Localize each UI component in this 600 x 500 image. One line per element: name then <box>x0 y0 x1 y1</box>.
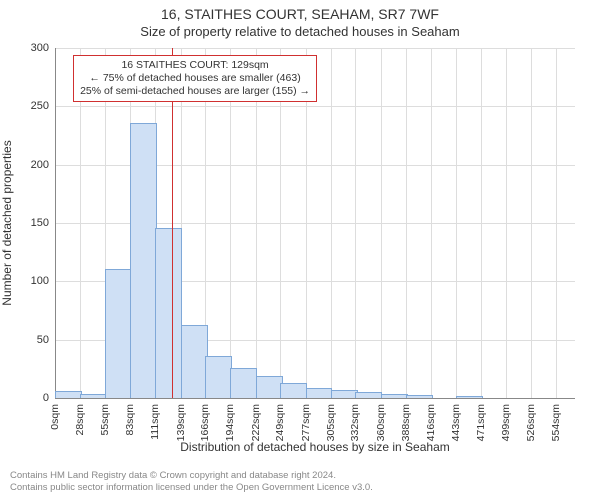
x-tick-label: 471sqm <box>475 404 487 441</box>
grid-line-v <box>381 48 382 398</box>
histogram-bar <box>306 388 333 398</box>
histogram-bar <box>355 392 382 398</box>
grid-line-v <box>556 48 557 398</box>
histogram-bar <box>256 376 283 398</box>
grid-line-h <box>55 106 575 107</box>
y-tick-label: 50 <box>37 334 49 346</box>
histogram-bar <box>205 356 232 398</box>
x-tick-label: 443sqm <box>450 404 462 441</box>
chart-area: Number of detached properties Distributi… <box>55 48 575 398</box>
y-tick-label: 300 <box>31 42 49 54</box>
histogram-bar <box>105 269 132 398</box>
x-tick-label: 111sqm <box>149 404 161 440</box>
annotation-line: 25% of semi-detached houses are larger (… <box>80 85 310 98</box>
histogram-bar <box>406 395 433 398</box>
grid-line-h <box>55 48 575 49</box>
x-tick-label: 194sqm <box>224 404 236 441</box>
x-tick-label: 83sqm <box>124 404 136 436</box>
y-axis-line <box>55 48 56 398</box>
y-tick-label: 0 <box>43 392 49 404</box>
histogram-bar <box>80 394 107 399</box>
histogram-bar <box>130 123 157 398</box>
y-tick-label: 250 <box>31 100 49 112</box>
x-tick-label: 222sqm <box>250 404 262 441</box>
histogram-plot: 0501001502002503000sqm28sqm55sqm83sqm111… <box>55 48 575 398</box>
annotation-line: 16 STAITHES COURT: 129sqm <box>80 59 310 72</box>
x-tick-label: 388sqm <box>400 404 412 441</box>
footer-line-2: Contains public sector information licen… <box>10 482 373 494</box>
x-tick-label: 305sqm <box>325 404 337 441</box>
x-tick-label: 0sqm <box>49 404 61 430</box>
y-tick-label: 200 <box>31 159 49 171</box>
grid-line-v <box>431 48 432 398</box>
grid-line-v <box>456 48 457 398</box>
annotation-box: 16 STAITHES COURT: 129sqm← 75% of detach… <box>73 55 317 102</box>
y-axis-label: Number of detached properties <box>0 140 14 305</box>
x-tick-label: 499sqm <box>500 404 512 441</box>
footer-line-1: Contains HM Land Registry data © Crown c… <box>10 470 373 482</box>
x-tick-label: 28sqm <box>74 404 86 436</box>
x-tick-label: 249sqm <box>274 404 286 441</box>
histogram-bar <box>456 396 483 398</box>
x-tick-label: 554sqm <box>550 404 562 441</box>
histogram-bar <box>381 394 408 399</box>
x-tick-label: 166sqm <box>199 404 211 441</box>
grid-line-v <box>481 48 482 398</box>
x-tick-label: 277sqm <box>300 404 312 441</box>
x-axis-line <box>55 398 575 399</box>
title-main: 16, STAITHES COURT, SEAHAM, SR7 7WF <box>0 0 600 22</box>
x-tick-label: 360sqm <box>375 404 387 441</box>
histogram-bar <box>181 325 208 398</box>
x-tick-label: 55sqm <box>99 404 111 436</box>
x-axis-label: Distribution of detached houses by size … <box>180 440 450 454</box>
histogram-bar <box>280 383 307 398</box>
y-tick-label: 100 <box>31 275 49 287</box>
footer: Contains HM Land Registry data © Crown c… <box>10 470 373 494</box>
grid-line-v <box>331 48 332 398</box>
grid-line-v <box>355 48 356 398</box>
histogram-bar <box>230 368 257 398</box>
x-tick-label: 139sqm <box>175 404 187 441</box>
histogram-bar <box>331 390 358 398</box>
x-tick-label: 416sqm <box>425 404 437 441</box>
y-tick-label: 150 <box>31 217 49 229</box>
grid-line-v <box>531 48 532 398</box>
grid-line-v <box>406 48 407 398</box>
title-sub: Size of property relative to detached ho… <box>0 22 600 39</box>
page: 16, STAITHES COURT, SEAHAM, SR7 7WF Size… <box>0 0 600 500</box>
histogram-bar <box>155 228 182 398</box>
histogram-bar <box>55 391 82 398</box>
x-tick-label: 526sqm <box>525 404 537 441</box>
x-tick-label: 332sqm <box>349 404 361 441</box>
annotation-line: ← 75% of detached houses are smaller (46… <box>80 72 310 85</box>
grid-line-v <box>506 48 507 398</box>
